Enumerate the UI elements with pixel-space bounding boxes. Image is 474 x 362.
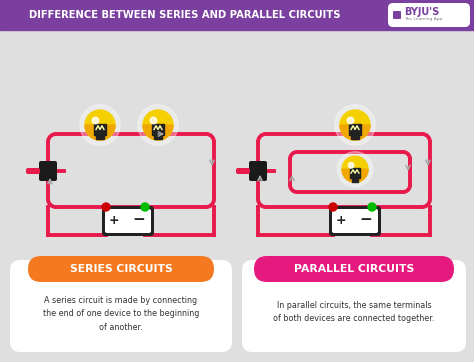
Text: +: + (336, 214, 346, 227)
Text: A series circuit is made by connecting
the end of one device to the beginning
of: A series circuit is made by connecting t… (43, 296, 199, 332)
FancyBboxPatch shape (102, 206, 154, 236)
FancyBboxPatch shape (28, 256, 214, 282)
Text: −: − (133, 212, 146, 227)
FancyBboxPatch shape (10, 260, 232, 352)
Wedge shape (340, 125, 370, 140)
Circle shape (92, 117, 99, 124)
Circle shape (335, 105, 375, 145)
FancyBboxPatch shape (236, 168, 250, 174)
Bar (352, 177, 358, 182)
Circle shape (141, 203, 149, 211)
Circle shape (143, 110, 173, 140)
FancyBboxPatch shape (26, 168, 40, 174)
Circle shape (348, 163, 354, 168)
Circle shape (138, 105, 178, 145)
FancyBboxPatch shape (242, 260, 466, 352)
Text: In parallel circuits, the same terminals
of both devices are connected together.: In parallel circuits, the same terminals… (273, 301, 435, 323)
Bar (152, 124, 164, 135)
Circle shape (85, 110, 115, 140)
Circle shape (342, 156, 368, 182)
Text: BYJU'S: BYJU'S (404, 7, 439, 17)
FancyBboxPatch shape (393, 11, 401, 19)
Text: PARALLEL CIRCUITS: PARALLEL CIRCUITS (294, 264, 414, 274)
FancyBboxPatch shape (332, 209, 378, 233)
Bar (155, 134, 162, 139)
FancyBboxPatch shape (254, 256, 454, 282)
Bar (350, 168, 360, 178)
Bar (349, 124, 361, 135)
Wedge shape (85, 125, 115, 140)
Text: SERIES CIRCUITS: SERIES CIRCUITS (70, 264, 173, 274)
Text: −: − (360, 212, 373, 227)
Text: DIFFERENCE BETWEEN SERIES AND PARALLEL CIRCUITS: DIFFERENCE BETWEEN SERIES AND PARALLEL C… (29, 10, 341, 20)
Circle shape (340, 110, 370, 140)
Bar (96, 134, 104, 139)
Bar (0, 0, 474, 30)
FancyBboxPatch shape (329, 206, 381, 236)
Circle shape (150, 117, 157, 124)
Circle shape (368, 203, 376, 211)
Circle shape (337, 152, 373, 187)
Bar (94, 124, 106, 135)
Circle shape (80, 105, 120, 145)
FancyBboxPatch shape (388, 3, 470, 27)
Bar (351, 134, 359, 139)
Text: The Learning App: The Learning App (404, 17, 442, 21)
Wedge shape (143, 125, 173, 140)
Wedge shape (342, 169, 368, 182)
FancyBboxPatch shape (249, 161, 267, 181)
FancyBboxPatch shape (39, 161, 57, 181)
Circle shape (347, 117, 354, 124)
Text: +: + (109, 214, 119, 227)
Circle shape (329, 203, 337, 211)
Circle shape (102, 203, 110, 211)
FancyBboxPatch shape (105, 209, 151, 233)
